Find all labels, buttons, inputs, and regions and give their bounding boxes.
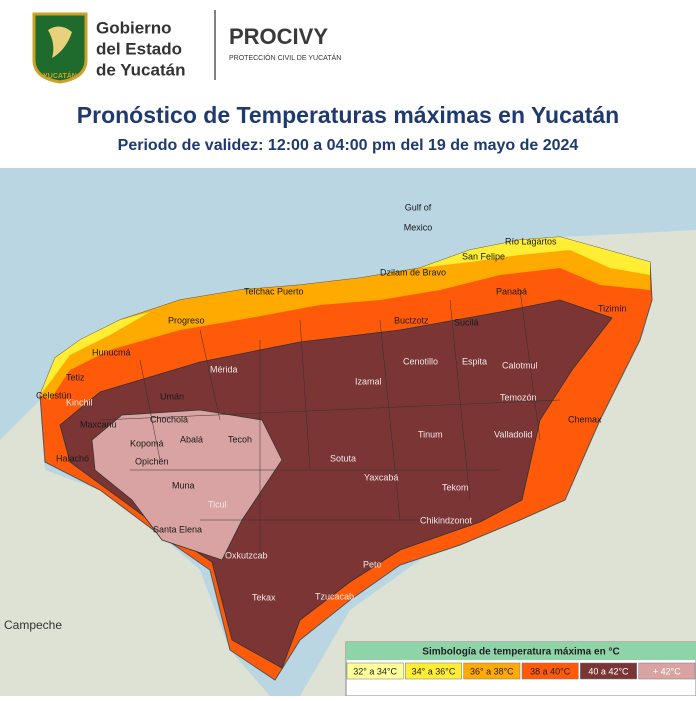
legend-swatch	[463, 662, 521, 680]
header-bg	[0, 0, 696, 168]
map-label: Tetiz	[66, 372, 85, 382]
map-label: Halachó	[56, 453, 89, 463]
gov-line: del Estado	[96, 39, 182, 58]
map-label: Mexico	[404, 222, 433, 232]
legend-swatch	[405, 662, 462, 680]
map-label: Dzilam de Bravo	[380, 267, 446, 277]
legend-label: 34° a 36°C	[412, 666, 456, 676]
legend-header	[346, 642, 696, 660]
map-label: Chocholá	[150, 414, 188, 424]
map-label: Kopomá	[130, 438, 164, 448]
shield-deer	[48, 26, 72, 58]
map-label: Tizimín	[598, 303, 627, 313]
legend-label: 36° a 38°C	[470, 666, 514, 676]
map-label: Gulf of	[405, 202, 432, 212]
map-label: Tekom	[442, 482, 469, 492]
map-label: Opichén	[135, 456, 169, 466]
map-label: Tzucacab	[315, 591, 354, 601]
title: Pronóstico de Temperaturas máximas en Yu…	[77, 102, 619, 128]
subtitle: Periodo de validez: 12:00 a 04:00 pm del…	[118, 137, 579, 154]
map-label: San Felipe	[462, 251, 505, 261]
map-label: Sotuta	[330, 453, 356, 463]
legend-label: 40 a 42°C	[588, 666, 629, 676]
map-label: Chikindzonot	[420, 515, 473, 525]
legend-items: 32° a 34°C 34° a 36°C 36° a 38°C 38 a 40°C 4…	[346, 662, 696, 680]
procivy-sub: PROTECCIÓN CIVIL DE YUCATÁN	[229, 53, 341, 62]
legend-label: 38 a 40°C	[530, 666, 571, 676]
map-label: Chemax	[568, 414, 602, 424]
map-label: Buctzotz	[394, 315, 429, 325]
map-label: Santa Elena	[153, 524, 202, 534]
legend-swatch	[346, 662, 404, 680]
zone-40-42	[59, 299, 613, 669]
gov-line: Gobierno	[96, 18, 172, 37]
map-label: Calotmul	[502, 360, 538, 370]
land-qroo	[300, 230, 696, 696]
map-label: Tinum	[418, 429, 443, 439]
map-label: Campeche	[4, 618, 62, 632]
map-label: Kinchil	[66, 397, 93, 407]
map-label: Oxkutzcab	[225, 550, 268, 560]
map-label: Sucilá	[454, 317, 479, 327]
map-label: Valladolid	[494, 429, 532, 439]
municipal-lines	[99, 289, 561, 560]
map-label: Abalá	[180, 434, 203, 444]
map-label: Celestún	[36, 390, 72, 400]
map-label: Panabá	[496, 286, 527, 296]
gov-line: de Yucatán	[96, 60, 185, 79]
shield-text: YUCATÁN	[43, 71, 77, 80]
map-label: Umán	[160, 391, 184, 401]
map-label: Muna	[172, 480, 195, 490]
map-label: Peto	[363, 559, 382, 569]
map-label: Mérida	[210, 364, 238, 374]
map-label: Río Lagartos	[505, 236, 557, 246]
map-label: Cenotillo	[403, 356, 438, 366]
legend-swatch	[580, 662, 637, 680]
legend-label: + 42°C	[653, 666, 681, 676]
map-label: Maxcanú	[80, 419, 117, 429]
legend-title: Simbología de temperatura máxima en °C	[422, 647, 619, 658]
land-campeche	[0, 400, 270, 696]
map-label: Espita	[462, 356, 487, 366]
map-label: Hunucmá	[92, 347, 131, 357]
legend-label: 32° a 34°C	[353, 666, 397, 676]
map-label: Telchac Puerto	[244, 286, 304, 296]
map-label: Ticul	[208, 499, 227, 509]
map-label: Tekax	[252, 592, 276, 602]
map-label: Izamal	[355, 376, 382, 386]
map-label: Temozón	[500, 392, 537, 402]
map-label: Tecoh	[228, 434, 252, 444]
legend-swatch	[638, 662, 696, 680]
zone-34-36	[40, 237, 650, 395]
procivy: PROCIVY	[229, 24, 328, 49]
map-label: Yaxcabá	[364, 472, 398, 482]
map-label: Progreso	[168, 315, 205, 325]
legend-swatch	[521, 662, 579, 680]
